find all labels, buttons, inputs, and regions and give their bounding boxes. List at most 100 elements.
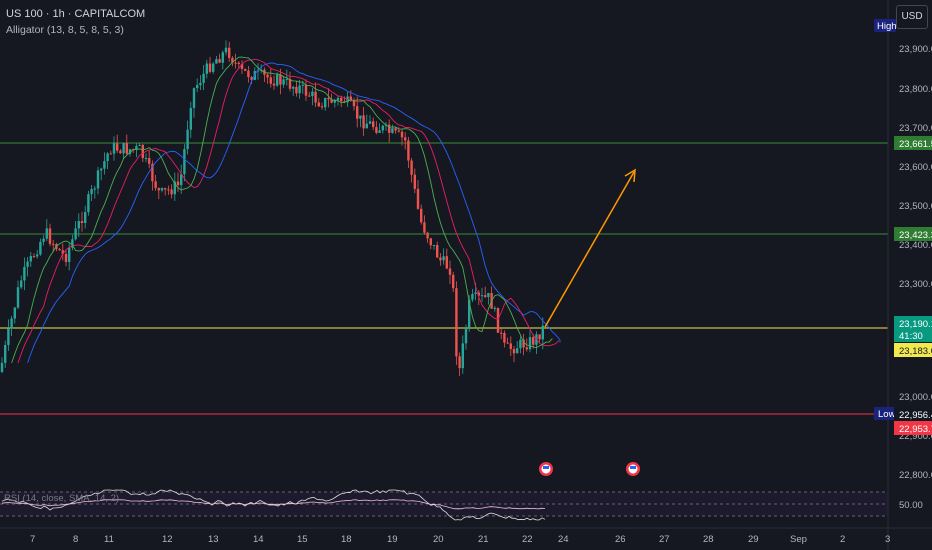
candle-body — [125, 143, 128, 154]
candle-body — [285, 78, 288, 80]
tag-resistance-upper — [894, 136, 932, 150]
svg-text:23,183.0: 23,183.0 — [899, 346, 932, 357]
price-axis[interactable]: 23,900.0 23,800.0 23,700.0 23,600.0 23,5… — [899, 44, 932, 481]
high-label: High — [877, 21, 897, 32]
candle-body — [458, 356, 461, 369]
projection-arrow[interactable] — [544, 171, 635, 328]
candle-body — [282, 79, 285, 85]
candle-body — [394, 128, 397, 131]
candle-body — [100, 168, 103, 171]
candle-body — [388, 124, 391, 133]
candle-body — [410, 160, 413, 175]
candle-body — [141, 144, 144, 159]
candle-body — [404, 137, 407, 141]
candle-body — [464, 327, 468, 344]
us-flag-event-icon[interactable] — [539, 462, 553, 476]
time-tick: 11 — [104, 534, 114, 545]
candle-body — [400, 131, 404, 138]
candle-body — [487, 293, 490, 298]
low-label: Low — [878, 409, 896, 420]
price-tick: 23,300.0 — [899, 279, 932, 290]
candle-body — [343, 101, 346, 103]
time-tick: 19 — [387, 534, 398, 545]
candle-body — [455, 288, 458, 357]
time-tick: 26 — [615, 534, 626, 545]
currency-button[interactable]: USD — [896, 5, 928, 29]
time-tick: 12 — [162, 534, 173, 545]
us-flag-event-icon[interactable] — [626, 462, 640, 476]
candle-body — [212, 63, 215, 72]
tag-last-price — [894, 316, 932, 342]
candle-body — [228, 47, 231, 58]
candle-body — [68, 247, 71, 262]
alligator-line — [27, 62, 561, 364]
candle-body — [512, 348, 516, 354]
candle-body — [202, 73, 205, 83]
candle-body — [356, 106, 359, 119]
svg-text:22,953.7: 22,953.7 — [899, 424, 932, 435]
candle-body — [541, 325, 544, 340]
candle-body — [157, 188, 160, 191]
time-tick: 21 — [478, 534, 489, 545]
time-tick: 28 — [703, 534, 714, 545]
arrow-head-icon — [624, 168, 636, 183]
candle-body — [10, 318, 13, 329]
candle-body — [128, 149, 132, 154]
tag-resistance-lower — [894, 227, 932, 241]
candle-body — [349, 96, 352, 101]
candles-group — [0, 40, 544, 377]
candle-body — [413, 174, 416, 189]
candle-body — [336, 97, 340, 101]
candle-body — [61, 250, 64, 254]
svg-text:22,956.4: 22,956.4 — [899, 410, 932, 421]
candle-body — [365, 123, 368, 129]
candle-body — [48, 228, 52, 244]
symbol-title[interactable]: US 100 · 1h · CAPITALCOM — [6, 8, 146, 20]
candle-body — [372, 121, 375, 128]
candle-body — [272, 83, 276, 86]
candle-body — [378, 130, 381, 133]
candle-body — [420, 208, 423, 223]
time-tick: 14 — [253, 534, 264, 545]
candle-body — [256, 70, 260, 72]
candle-body — [516, 348, 519, 354]
candle-body — [215, 59, 218, 64]
candle-body — [276, 74, 279, 86]
candle-body — [493, 307, 496, 309]
candle-body — [154, 181, 157, 189]
candle-body — [7, 328, 10, 346]
candle-body — [426, 232, 429, 239]
tag-yellow-level — [894, 343, 932, 357]
candle-body — [528, 337, 532, 350]
candle-body — [288, 78, 292, 89]
candle-body — [509, 343, 512, 349]
candle-body — [432, 244, 436, 246]
candle-body — [250, 77, 253, 80]
candle-body — [29, 256, 32, 262]
candle-body — [231, 57, 234, 63]
candle-body — [244, 68, 247, 71]
time-axis[interactable]: 7 8 11 12 13 14 15 18 19 20 21 22 24 26 … — [30, 534, 890, 545]
candle-body — [42, 238, 45, 242]
candle-body — [368, 121, 372, 124]
candle-body — [506, 342, 509, 344]
low-label-box — [874, 407, 896, 420]
time-tick: 7 — [30, 534, 35, 545]
indicator-legend[interactable]: Alligator (13, 8, 5, 8, 5, 3) — [6, 24, 124, 36]
candle-body — [320, 106, 324, 108]
candle-body — [279, 74, 282, 85]
candle-body — [359, 115, 362, 119]
candle-body — [295, 86, 298, 94]
time-tick: 2 — [840, 534, 845, 545]
candle-body — [170, 189, 173, 195]
candle-body — [20, 280, 23, 288]
rsi-legend[interactable]: RSI (14, close, SMA, 14, 2) — [4, 493, 120, 504]
candle-body — [16, 287, 20, 308]
alligator-indicator — [11, 56, 561, 364]
price-tick: 23,700.0 — [899, 123, 932, 134]
candle-body — [167, 189, 170, 191]
candle-body — [192, 88, 196, 109]
candle-body — [484, 295, 487, 298]
candle-body — [477, 292, 480, 296]
